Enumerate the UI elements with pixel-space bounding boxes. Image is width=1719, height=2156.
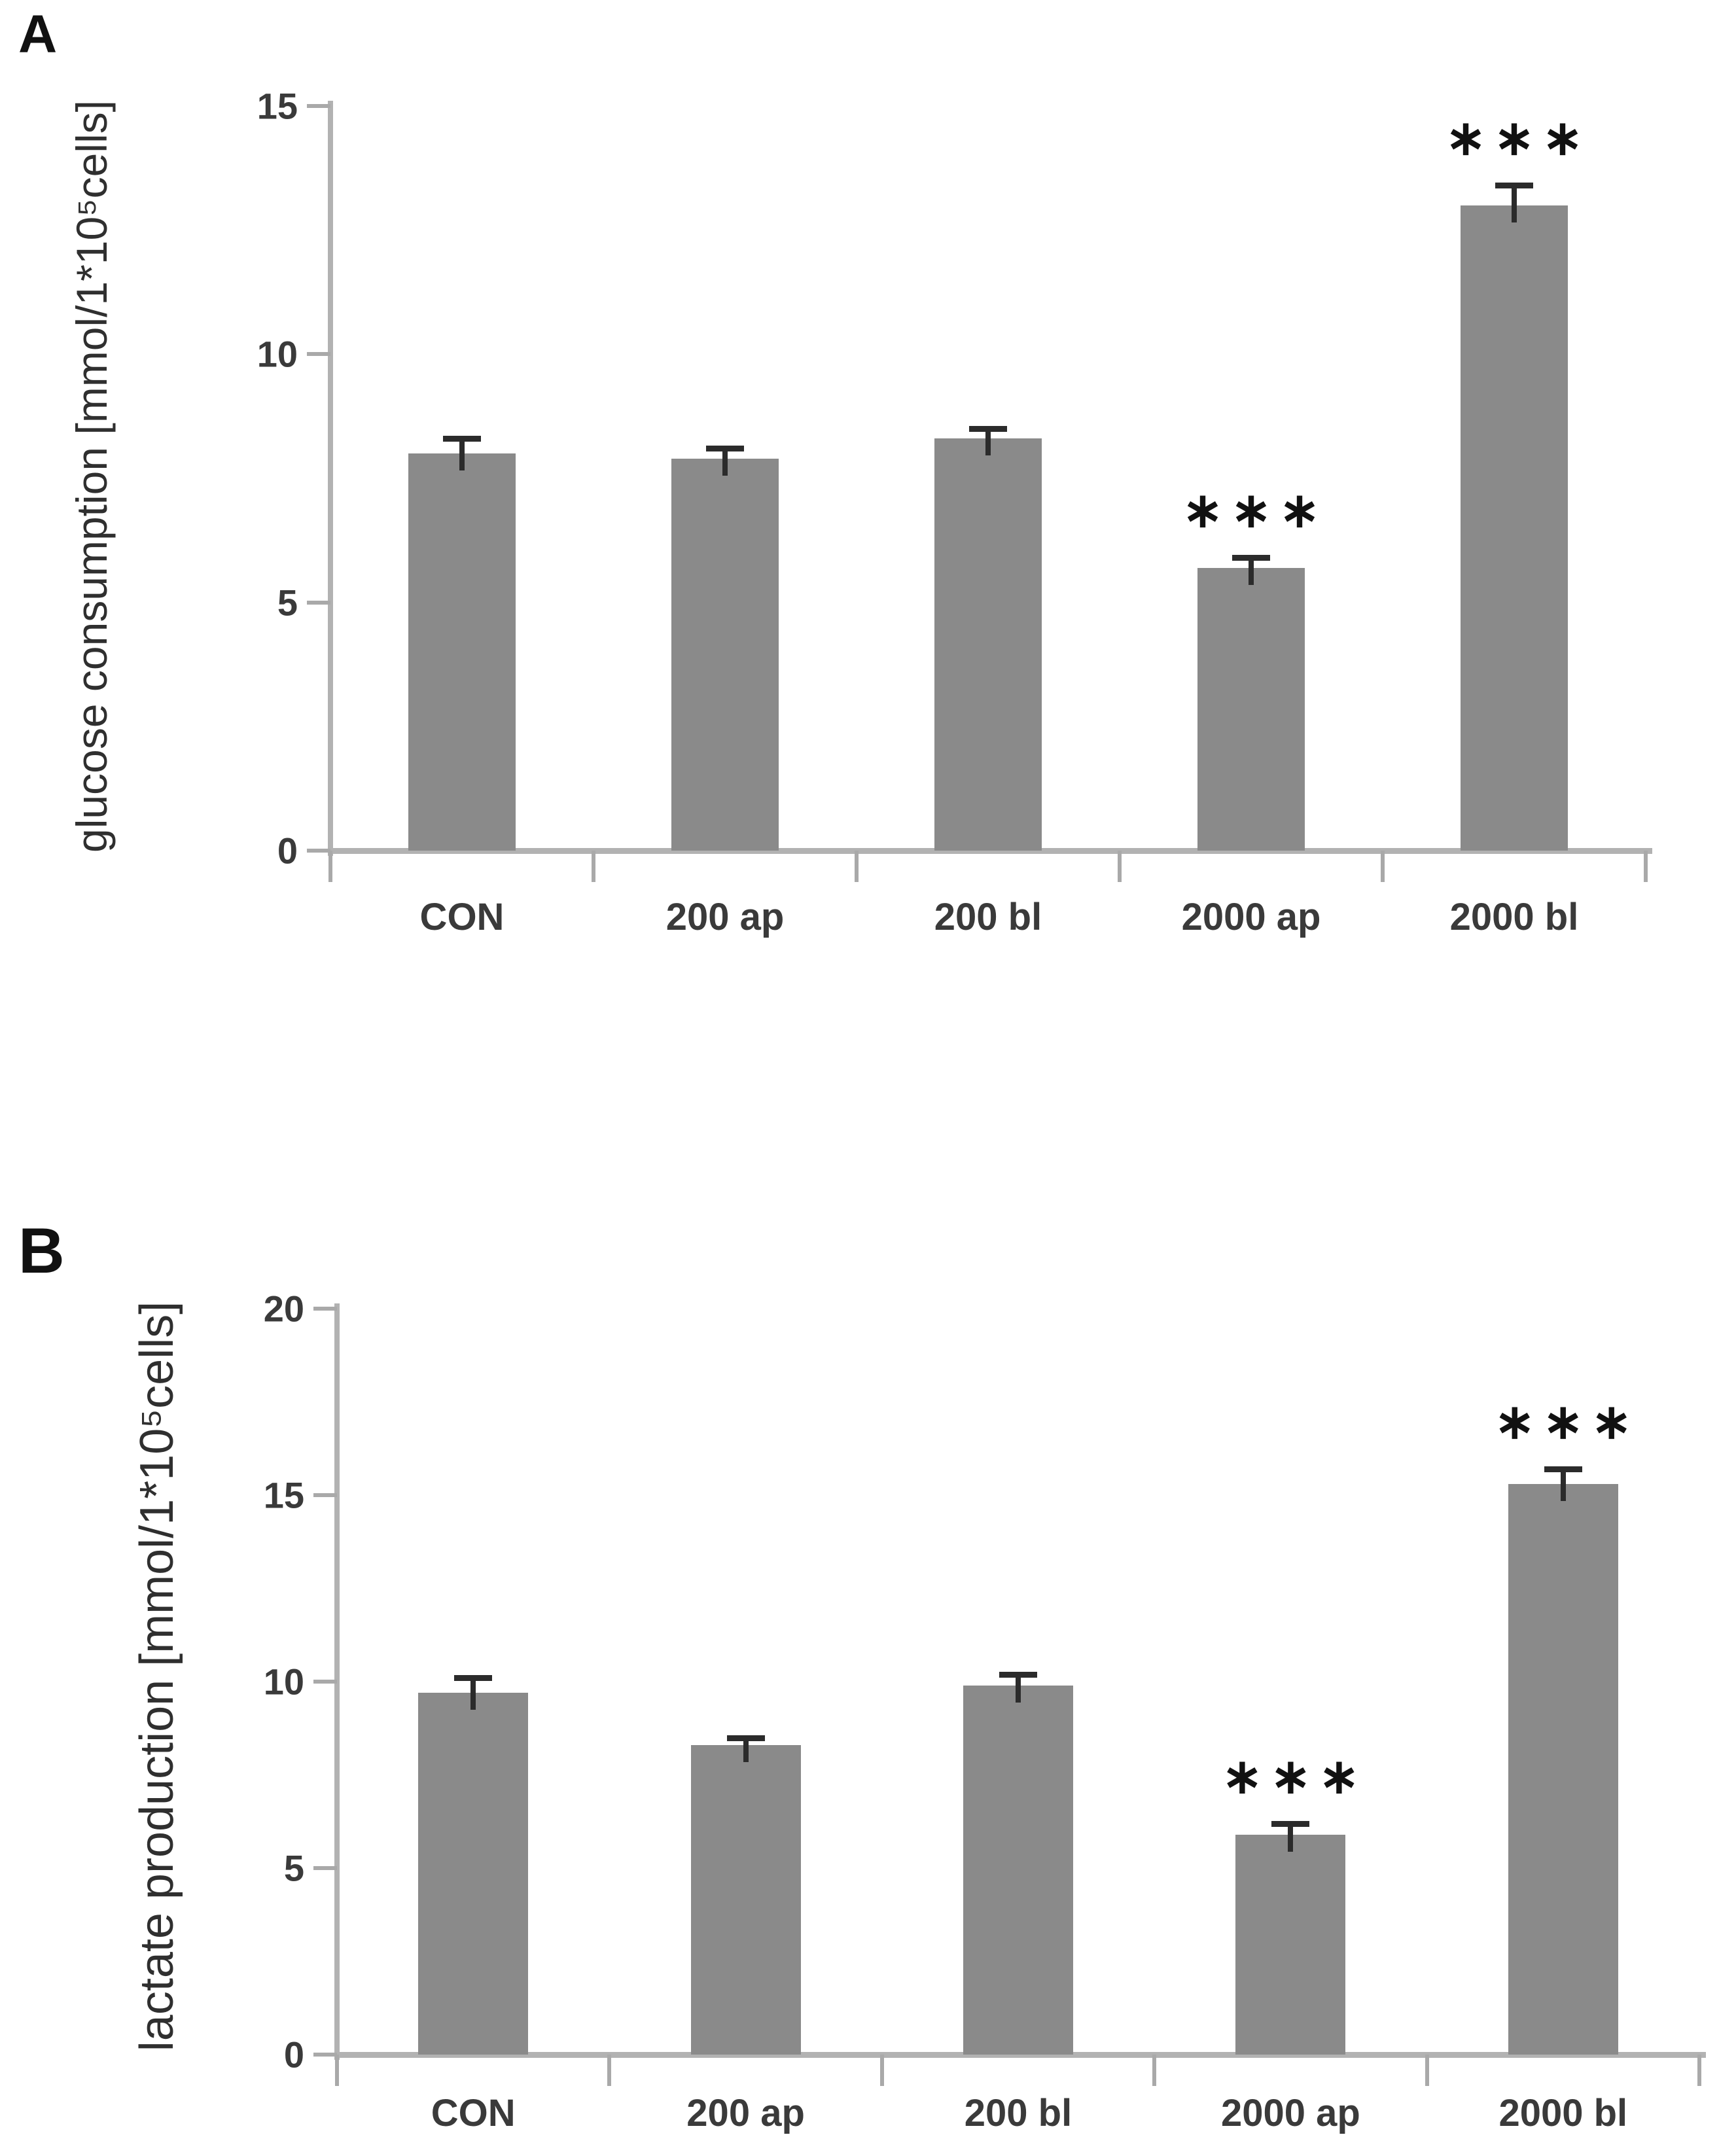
error-bar-cap bbox=[726, 1735, 765, 1741]
y-tick-label: 0 bbox=[277, 830, 298, 872]
y-tick-label: 15 bbox=[263, 1474, 304, 1516]
error-bar-stem bbox=[1288, 1823, 1294, 1852]
panel-b-letter: B bbox=[18, 1214, 65, 1286]
bar-200-bl bbox=[934, 438, 1042, 851]
bar-200-ap bbox=[671, 458, 779, 851]
y-tick-label: 5 bbox=[283, 1847, 304, 1889]
x-tick-mark bbox=[1118, 851, 1122, 882]
x-tick-mark bbox=[335, 2055, 339, 2086]
error-bar-stem bbox=[1016, 1674, 1021, 1703]
error-bar-cap bbox=[1544, 1466, 1582, 1473]
x-tick-label: 200 bl bbox=[964, 2092, 1072, 2134]
y-tick-label: 0 bbox=[283, 2034, 304, 2076]
x-tick-mark bbox=[879, 2055, 884, 2086]
error-bar-cap bbox=[443, 436, 481, 442]
x-axis-line bbox=[337, 2052, 1706, 2058]
panel-a-letter: A bbox=[18, 5, 58, 64]
x-tick-label: 200 ap bbox=[665, 896, 785, 938]
y-axis-line bbox=[328, 101, 333, 856]
x-tick-label: 2000 bl bbox=[1498, 2092, 1628, 2134]
x-tick-mark bbox=[592, 851, 595, 882]
x-tick-label: 2000 ap bbox=[1220, 2092, 1360, 2134]
x-tick-mark bbox=[1644, 851, 1648, 882]
x-tick-label: 2000 bl bbox=[1449, 896, 1579, 938]
bar-2000-ap bbox=[1197, 567, 1305, 851]
panel-a-y-axis-title: glucose consumption [mmol/1*10⁵cells] bbox=[67, 100, 116, 853]
x-tick-mark bbox=[328, 851, 332, 882]
x-tick-mark bbox=[1697, 2055, 1701, 2086]
error-bar-stem bbox=[1560, 1469, 1566, 1501]
error-bar-stem bbox=[459, 438, 465, 471]
significance-stars: ∗∗∗ bbox=[1494, 1394, 1640, 1449]
y-tick-mark bbox=[313, 1680, 337, 1684]
x-tick-mark bbox=[1425, 2055, 1429, 2086]
y-tick-label: 10 bbox=[263, 1661, 304, 1703]
y-tick-mark bbox=[313, 1493, 337, 1497]
x-tick-mark bbox=[855, 851, 859, 882]
error-bar-cap bbox=[999, 1671, 1037, 1678]
x-tick-label: CON bbox=[431, 2092, 516, 2134]
y-tick-mark bbox=[307, 104, 330, 108]
bar-con bbox=[408, 453, 516, 851]
error-bar-cap bbox=[1495, 183, 1533, 189]
error-bar-cap bbox=[969, 426, 1007, 433]
y-axis-line bbox=[334, 1303, 340, 2060]
y-tick-label: 5 bbox=[277, 582, 298, 624]
y-tick-label: 10 bbox=[257, 333, 298, 375]
y-tick-label: 20 bbox=[263, 1288, 304, 1330]
bar-2000-ap bbox=[1235, 1834, 1346, 2055]
x-tick-label: 200 ap bbox=[686, 2092, 805, 2134]
bar-2000-bl bbox=[1508, 1483, 1618, 2055]
panel-b-y-axis-title: lactate production [mmol/1*10⁵cells] bbox=[131, 1301, 183, 2052]
error-bar-stem bbox=[722, 448, 728, 476]
error-bar-stem bbox=[1512, 185, 1517, 222]
y-tick-mark bbox=[313, 2053, 337, 2057]
y-tick-mark bbox=[307, 849, 330, 853]
x-tick-label: CON bbox=[419, 896, 505, 938]
x-axis-line bbox=[330, 848, 1652, 854]
error-bar-cap bbox=[1232, 555, 1270, 561]
error-bar-stem bbox=[470, 1678, 476, 1710]
y-tick-mark bbox=[307, 600, 330, 605]
significance-stars: ∗∗∗ bbox=[1222, 1748, 1368, 1803]
bar-2000-bl bbox=[1461, 205, 1568, 851]
error-bar-stem bbox=[1249, 557, 1254, 585]
x-tick-mark bbox=[607, 2055, 612, 2086]
bar-200-bl bbox=[963, 1685, 1073, 2055]
y-tick-label: 15 bbox=[257, 85, 298, 127]
x-tick-label: 2000 ap bbox=[1181, 896, 1321, 938]
bar-200-ap bbox=[690, 1744, 801, 2055]
y-tick-mark bbox=[313, 1866, 337, 1870]
x-tick-mark bbox=[1152, 2055, 1157, 2086]
significance-stars: ∗∗∗ bbox=[1445, 111, 1591, 166]
error-bar-cap bbox=[454, 1675, 493, 1682]
y-tick-mark bbox=[307, 352, 330, 357]
bar-con bbox=[418, 1693, 529, 2055]
error-bar-stem bbox=[985, 429, 991, 456]
y-tick-mark bbox=[313, 1307, 337, 1311]
error-bar-cap bbox=[706, 446, 744, 452]
significance-stars: ∗∗∗ bbox=[1182, 483, 1328, 538]
x-tick-label: 200 bl bbox=[934, 896, 1042, 938]
error-bar-stem bbox=[743, 1737, 749, 1762]
x-tick-mark bbox=[1381, 851, 1385, 882]
error-bar-cap bbox=[1271, 1820, 1310, 1827]
